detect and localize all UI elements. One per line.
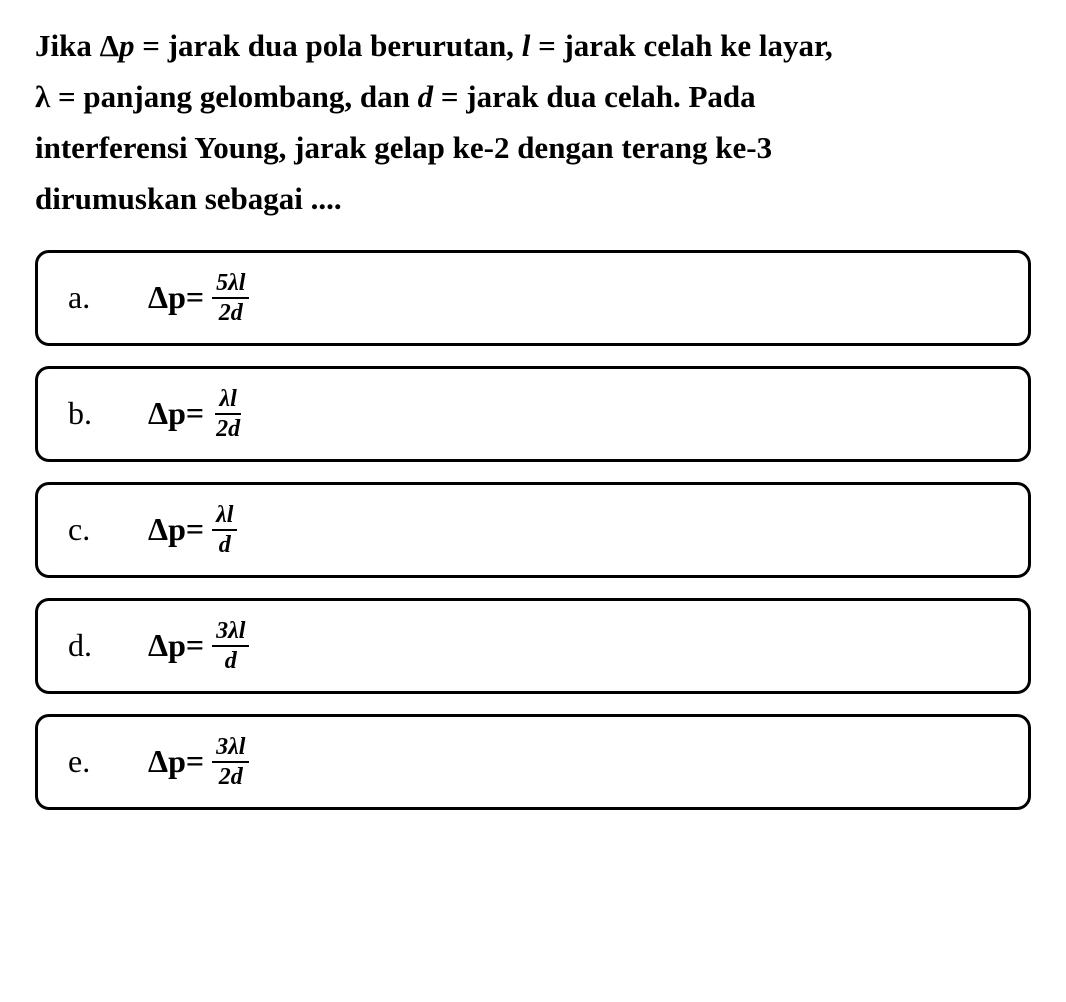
numerator: 3λl [212,735,249,763]
formula-var: p [168,743,186,780]
option-letter: d. [68,627,103,664]
question-text: Jika Δp = jarak dua pola berurutan, l = … [35,20,1031,225]
q-text-5: = jarak dua celah. Pada [433,79,756,114]
formula-equals: = [186,395,204,432]
q-lambda: λ [35,79,50,114]
option-letter: e. [68,743,103,780]
option-e[interactable]: e. Δp = 3λl 2d [35,714,1031,810]
fraction: λl d [212,503,237,557]
q-line3: interferensi Young, jarak gelap ke-2 den… [35,130,772,165]
formula-var: p [168,511,186,548]
option-letter: c. [68,511,103,548]
option-d[interactable]: d. Δp = 3λl d [35,598,1031,694]
formula-equals: = [186,627,204,664]
option-letter: a. [68,279,103,316]
formula-delta: Δ [148,511,168,548]
numerator: λl [215,387,240,415]
fraction: 3λl d [212,619,249,673]
option-c[interactable]: c. Δp = λl d [35,482,1031,578]
numerator: 3λl [212,619,249,647]
formula-equals: = [186,279,204,316]
formula-var: p [168,279,186,316]
option-a[interactable]: a. Δp = 5λl 2d [35,250,1031,346]
fraction: 3λl 2d [212,735,249,789]
option-formula: Δp = 3λl d [148,619,249,673]
option-formula: Δp = 5λl 2d [148,271,249,325]
fraction: 5λl 2d [212,271,249,325]
formula-equals: = [186,511,204,548]
denominator: d [221,647,241,673]
numerator: 5λl [212,271,249,299]
option-formula: Δp = λl d [148,503,237,557]
q-var-d: d [418,79,434,114]
numerator: λl [212,503,237,531]
q-var-p: p [119,28,135,63]
options-container: a. Δp = 5λl 2d b. Δp = λl 2d c. Δp = λl … [35,250,1031,810]
option-letter: b. [68,395,103,432]
q-line4: dirumuskan sebagai .... [35,181,342,216]
formula-var: p [168,395,186,432]
denominator: 2d [212,415,244,441]
fraction: λl 2d [212,387,244,441]
q-text-3: = jarak celah ke layar, [530,28,832,63]
q-text-1: Jika [35,28,100,63]
formula-delta: Δ [148,395,168,432]
q-text-4: = panjang gelombang, dan [50,79,417,114]
formula-delta: Δ [148,627,168,664]
option-formula: Δp = 3λl 2d [148,735,249,789]
q-text-2: = jarak dua pola berurutan, [135,28,522,63]
denominator: d [215,531,235,557]
q-delta: Δ [100,28,119,63]
formula-delta: Δ [148,743,168,780]
option-b[interactable]: b. Δp = λl 2d [35,366,1031,462]
denominator: 2d [215,763,247,789]
formula-equals: = [186,743,204,780]
formula-var: p [168,627,186,664]
option-formula: Δp = λl 2d [148,387,244,441]
denominator: 2d [215,299,247,325]
formula-delta: Δ [148,279,168,316]
